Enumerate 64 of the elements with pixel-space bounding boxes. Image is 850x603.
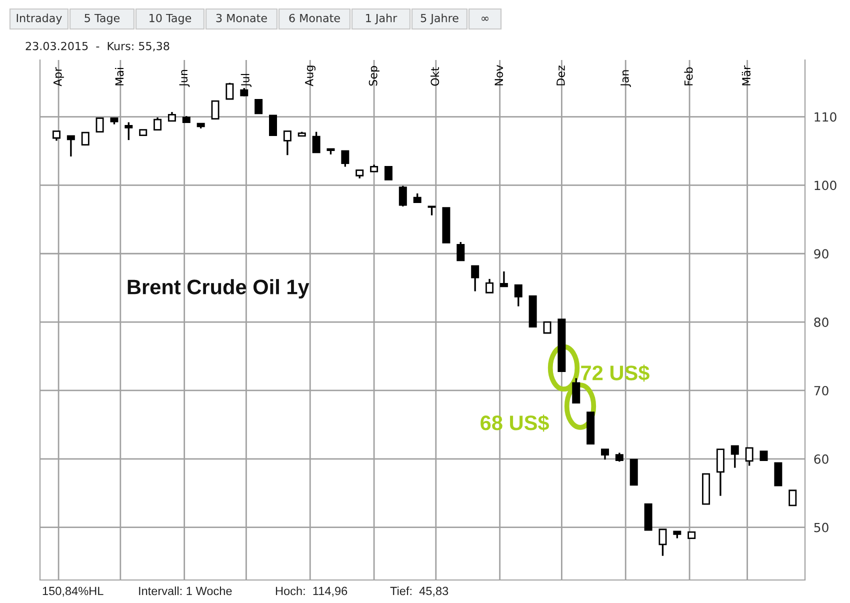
text: Tief: 45,83 <box>390 586 448 597</box>
candlestick <box>471 265 480 292</box>
candlestick <box>96 117 104 133</box>
candlestick <box>514 284 522 308</box>
text: 5 Tage <box>84 14 120 24</box>
candlestick <box>500 270 508 288</box>
candlestick <box>788 490 797 506</box>
x-tick-label: Jun <box>179 70 190 87</box>
annotation: 72 US$ <box>581 364 650 382</box>
text: Hoch: 114,96 <box>276 586 348 597</box>
x-tick-label: Mär <box>742 65 750 86</box>
text: 6 Monate <box>289 14 340 22</box>
text: 3 Monate <box>216 14 267 22</box>
candlestick <box>66 135 75 158</box>
text: 1 Jahr <box>366 14 398 24</box>
candlestick <box>269 114 277 136</box>
candlestick <box>81 132 90 146</box>
candlestick <box>774 462 782 486</box>
y-tick-label: 80 <box>814 318 828 327</box>
candlestick <box>456 241 465 262</box>
x-tick-label: Sep <box>368 66 380 86</box>
candlestick <box>716 448 724 497</box>
candlestick <box>312 131 320 154</box>
candlestick <box>486 278 494 294</box>
x-tick-label: Dez <box>556 66 565 86</box>
x-tick-label: Feb <box>684 67 693 86</box>
x-tick-label: Jul <box>240 74 252 87</box>
candlestick <box>745 447 754 467</box>
candlestick <box>211 100 220 120</box>
candlestick <box>384 166 392 180</box>
candlestick <box>398 185 407 208</box>
y-tick-label: 60 <box>814 454 828 464</box>
candlestick <box>730 445 739 469</box>
candlestick <box>254 98 263 114</box>
x-tick-label: Apr <box>54 67 64 86</box>
x-tick-label: Okt <box>430 67 440 86</box>
candlestick <box>52 130 60 142</box>
annotation: 68 US$ <box>480 414 550 432</box>
y-tick-label: 50 <box>814 522 828 532</box>
candlestick <box>226 82 234 100</box>
chart-subtitle: 23.03.2015 - Kurs: 55,38 <box>26 42 170 52</box>
candlestick <box>600 448 609 460</box>
candlestick <box>341 150 350 168</box>
text: 5 Jahre <box>420 14 458 24</box>
y-tick-label: 90 <box>814 249 828 259</box>
candlestick <box>154 116 162 131</box>
y-tick-label: 100 <box>814 180 836 190</box>
text: 150,84%HL <box>42 586 104 597</box>
candlestick <box>283 130 292 156</box>
x-tick-label: Mai <box>115 68 124 86</box>
x-tick-label: Aug <box>305 66 316 86</box>
candlestick <box>658 528 667 557</box>
y-tick-label: 70 <box>814 386 828 396</box>
y-tick-label: 110 <box>814 112 836 122</box>
text: Intraday <box>16 14 62 24</box>
x-tick-label: Nov <box>494 65 504 86</box>
candlestick <box>124 121 133 141</box>
text: Intervall: 1 Woche <box>139 586 232 596</box>
text: 10 Tage <box>150 14 192 24</box>
candlestick <box>572 377 580 404</box>
x-tick-label: Jan <box>620 70 631 87</box>
text: ∞ <box>482 16 488 21</box>
candlestick <box>543 321 552 334</box>
text: Brent Crude Oil 1y <box>128 279 310 299</box>
